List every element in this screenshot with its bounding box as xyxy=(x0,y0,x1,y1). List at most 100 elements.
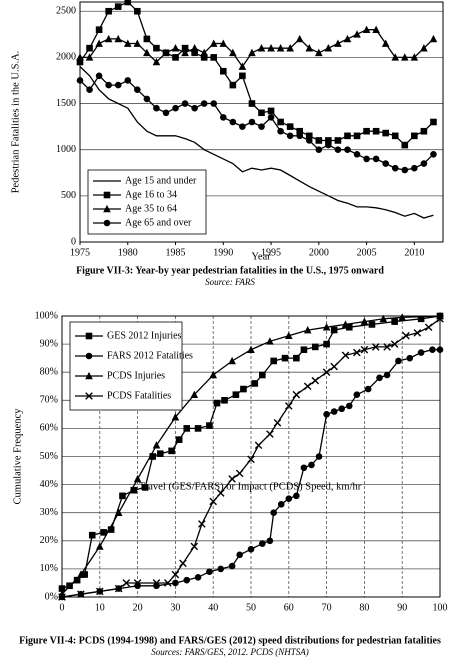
x-tick-label: 90 xyxy=(397,602,407,613)
data-point xyxy=(343,34,352,43)
data-point xyxy=(152,57,161,66)
data-point xyxy=(420,127,428,135)
x-tick-label: 40 xyxy=(208,602,218,613)
data-point xyxy=(58,585,66,592)
x-tick-label: 20 xyxy=(133,602,143,613)
figure-source: Sources: FARS/GES, 2012. PCDS (NHTSA) xyxy=(151,647,309,657)
data-point xyxy=(114,34,123,43)
data-point xyxy=(344,132,351,140)
data-point xyxy=(149,453,157,460)
data-point xyxy=(344,146,351,153)
data-point xyxy=(248,100,256,107)
data-point xyxy=(308,461,315,469)
data-point xyxy=(190,390,199,398)
data-point xyxy=(368,321,376,328)
x-tick-label: 0 xyxy=(60,602,65,613)
chart: 0 500 1000 1500 2000 2500 1975 1980 1985 1990 1995… xyxy=(10,0,444,287)
legend-marker xyxy=(85,352,93,360)
x-tick-label: 10 xyxy=(95,602,105,613)
legend-marker xyxy=(103,219,111,227)
data-point xyxy=(345,402,353,410)
data-point xyxy=(232,391,240,398)
x-axis-label: Year xyxy=(251,251,271,262)
data-point xyxy=(200,54,208,61)
data-point xyxy=(305,132,313,140)
data-point xyxy=(258,109,265,117)
data-point xyxy=(391,132,399,140)
data-point xyxy=(325,137,332,144)
data-point xyxy=(324,44,333,52)
data-point xyxy=(300,346,308,354)
data-point xyxy=(183,425,191,432)
y-tick-label: 1000 xyxy=(56,144,76,155)
data-point xyxy=(143,35,151,43)
x-tick-label: 1975 xyxy=(70,247,90,258)
series-line xyxy=(61,315,441,595)
data-point xyxy=(353,30,361,38)
data-point xyxy=(430,151,437,158)
data-point xyxy=(134,86,141,93)
data-point xyxy=(267,107,275,115)
x-tick-label: 60 xyxy=(284,602,294,613)
series-line xyxy=(79,66,434,219)
data-point xyxy=(325,141,332,149)
data-point xyxy=(315,48,323,57)
data-point xyxy=(247,345,255,354)
data-point xyxy=(267,44,275,52)
data-point xyxy=(267,114,275,121)
data-point xyxy=(436,346,444,354)
data-point xyxy=(251,380,259,387)
x-tick-label: 2010 xyxy=(404,247,424,258)
data-point xyxy=(270,509,277,516)
data-point xyxy=(381,39,390,47)
data-point xyxy=(430,118,437,126)
data-point xyxy=(114,584,123,593)
y-tick-label: 20% xyxy=(40,535,58,546)
data-point xyxy=(305,137,313,144)
data-point xyxy=(391,318,398,325)
data-point xyxy=(247,545,255,553)
data-point xyxy=(172,104,179,112)
y-axis-label: Pedestrian Fatalities in the U.S.A. xyxy=(10,51,21,194)
y-tick-label: 90% xyxy=(40,338,58,349)
data-point xyxy=(162,48,170,57)
data-point xyxy=(424,323,433,332)
x-axis-label: Travel (GES/FARS) or Impact (PCDS) Speed… xyxy=(139,481,362,492)
data-point xyxy=(276,44,285,52)
data-point xyxy=(105,7,112,15)
data-point xyxy=(228,562,236,570)
data-point xyxy=(239,123,246,130)
data-point xyxy=(143,48,151,57)
data-point xyxy=(296,127,304,135)
figure-source: Source: FARS xyxy=(205,277,255,287)
data-point xyxy=(285,402,293,410)
plot-frame xyxy=(79,1,444,243)
data-point xyxy=(76,53,84,61)
data-point xyxy=(76,77,84,84)
data-point xyxy=(210,54,218,61)
data-point xyxy=(238,62,247,70)
data-point xyxy=(171,570,180,579)
x-tick-label: 2000 xyxy=(309,247,329,258)
data-point xyxy=(124,77,132,84)
data-point xyxy=(200,48,208,57)
data-point xyxy=(429,34,438,43)
data-point xyxy=(194,574,202,581)
data-point xyxy=(353,151,361,158)
data-point xyxy=(360,317,369,325)
data-point xyxy=(85,53,94,61)
data-point xyxy=(285,331,293,339)
data-point xyxy=(266,430,274,438)
data-point xyxy=(402,331,410,340)
data-point xyxy=(206,568,213,576)
data-point xyxy=(153,104,160,112)
chart: 0% 10% 20% 30% 40% 50% 60% 70% 80% 90% 100% 0 10 20 30… xyxy=(12,310,447,657)
data-point xyxy=(76,58,84,66)
data-point xyxy=(236,551,243,559)
data-point xyxy=(322,368,331,376)
data-point xyxy=(338,405,346,413)
legend-marker xyxy=(85,371,93,380)
data-point xyxy=(217,565,225,573)
data-point xyxy=(152,579,161,587)
data-point xyxy=(300,464,308,472)
